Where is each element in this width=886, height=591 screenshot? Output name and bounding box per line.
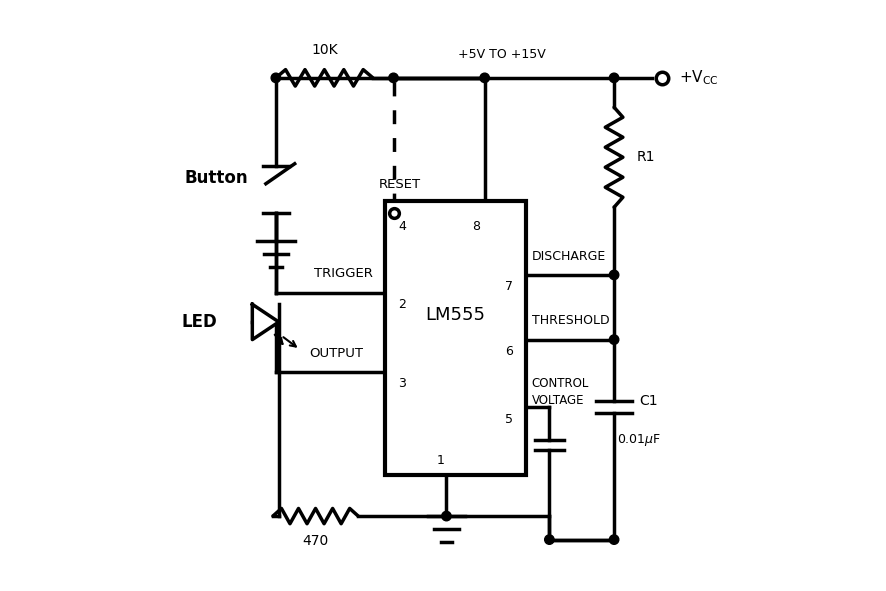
- Text: C1: C1: [638, 394, 657, 408]
- Text: 3: 3: [398, 377, 406, 390]
- Circle shape: [609, 535, 618, 544]
- Text: 10K: 10K: [311, 43, 338, 57]
- Circle shape: [609, 73, 618, 83]
- Circle shape: [441, 511, 451, 521]
- Text: TRIGGER: TRIGGER: [314, 267, 372, 280]
- Text: RESET: RESET: [378, 178, 420, 191]
- Text: 1: 1: [436, 454, 444, 467]
- Text: R1: R1: [636, 150, 654, 164]
- Text: VOLTAGE: VOLTAGE: [531, 394, 584, 407]
- Text: THRESHOLD: THRESHOLD: [531, 314, 609, 327]
- Text: CONTROL: CONTROL: [531, 377, 588, 390]
- Text: 5: 5: [505, 413, 513, 426]
- Text: 6: 6: [505, 345, 513, 358]
- Text: 4: 4: [398, 220, 406, 233]
- Circle shape: [479, 73, 489, 83]
- Bar: [385, 202, 525, 475]
- Text: 7: 7: [505, 280, 513, 293]
- Circle shape: [271, 73, 280, 83]
- Polygon shape: [252, 304, 278, 340]
- Text: +V$_{\mathregular{CC}}$: +V$_{\mathregular{CC}}$: [678, 69, 718, 87]
- Text: OUTPUT: OUTPUT: [309, 347, 363, 360]
- Text: 2: 2: [398, 298, 406, 311]
- Text: DISCHARGE: DISCHARGE: [531, 249, 605, 262]
- Circle shape: [388, 73, 398, 83]
- Circle shape: [544, 535, 554, 544]
- Text: LM555: LM555: [424, 306, 485, 324]
- Circle shape: [609, 335, 618, 345]
- Circle shape: [609, 270, 618, 280]
- Text: 470: 470: [302, 534, 329, 548]
- Text: +5V TO +15V: +5V TO +15V: [458, 48, 546, 61]
- Text: Button: Button: [184, 169, 248, 187]
- Text: LED: LED: [182, 313, 217, 331]
- Text: 0.01$\mu$F: 0.01$\mu$F: [617, 431, 660, 447]
- Text: 8: 8: [471, 220, 479, 233]
